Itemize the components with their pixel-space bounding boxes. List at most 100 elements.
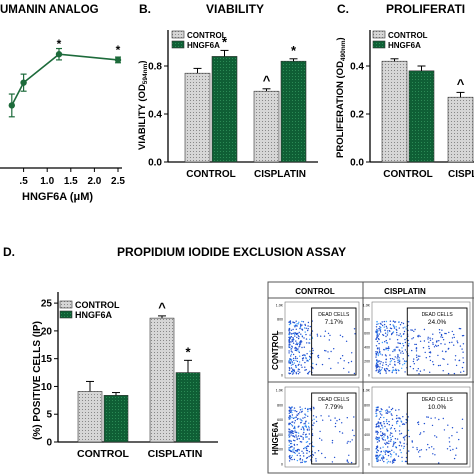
facs-event-dot xyxy=(434,454,436,456)
facs-event-dot xyxy=(288,328,291,330)
facs-event-dot xyxy=(312,415,315,417)
facs-event-dot xyxy=(435,436,438,438)
facs-event-dot xyxy=(447,363,449,365)
facs-event-dot xyxy=(389,450,391,453)
facs-y-tick-label: 1.0K xyxy=(276,389,284,393)
facs-event-dot xyxy=(383,348,385,351)
facs-event-dot xyxy=(383,323,386,326)
facs-event-dot xyxy=(391,432,393,435)
facs-event-dot xyxy=(290,370,293,373)
facs-y-tick-label: 600 xyxy=(277,332,283,336)
facs-event-dot xyxy=(347,440,349,443)
facs-event-dot xyxy=(375,415,377,418)
panel-a-data-point xyxy=(8,102,15,109)
facs-plot-frame xyxy=(284,301,360,379)
facs-event-dot xyxy=(417,368,419,370)
facs-event-dot xyxy=(324,349,326,352)
facs-event-dot xyxy=(419,335,421,338)
facs-event-dot xyxy=(398,357,400,359)
facs-event-dot xyxy=(462,361,465,364)
facs-event-dot xyxy=(386,462,388,464)
facs-event-dot xyxy=(302,437,304,439)
facs-event-dot xyxy=(390,454,393,456)
facs-event-dot xyxy=(296,436,298,438)
facs-event-dot xyxy=(411,338,413,340)
facs-event-dot xyxy=(404,349,407,351)
facs-event-dot xyxy=(402,358,404,360)
facs-event-dot xyxy=(288,422,290,425)
facs-event-dot xyxy=(378,342,380,345)
facs-event-dot xyxy=(290,350,292,352)
facs-event-dot xyxy=(300,419,302,421)
facs-event-dot xyxy=(308,342,310,344)
facs-event-dot xyxy=(289,341,291,343)
facs-event-dot xyxy=(443,358,445,361)
facs-event-dot xyxy=(294,357,297,359)
facs-event-dot xyxy=(299,457,302,460)
facs-event-dot xyxy=(379,353,382,355)
facs-event-dot xyxy=(390,408,393,411)
facs-event-dot xyxy=(419,456,421,458)
facs-event-dot xyxy=(304,434,307,436)
facs-event-dot xyxy=(403,439,406,441)
facs-event-dot xyxy=(377,337,380,340)
facs-event-dot xyxy=(288,412,290,414)
facs-event-dot xyxy=(408,343,410,345)
facs-event-dot xyxy=(292,432,294,435)
facs-event-dot xyxy=(392,350,394,353)
facs-event-dot xyxy=(288,352,290,354)
facs-event-dot xyxy=(341,336,344,338)
facs-event-dot xyxy=(451,337,454,339)
facs-event-dot xyxy=(404,338,406,341)
facs-event-dot xyxy=(434,344,437,346)
facs-event-dot xyxy=(289,414,291,417)
facs-event-dot xyxy=(385,348,387,351)
facs-event-dot xyxy=(390,360,393,362)
facs-event-dot xyxy=(416,448,418,451)
facs-event-dot xyxy=(405,422,407,424)
facs-event-dot xyxy=(375,436,378,438)
facs-dead-cell-gate xyxy=(311,392,357,465)
facs-event-dot xyxy=(316,333,318,335)
facs-event-dot xyxy=(379,372,381,375)
facs-event-dot xyxy=(386,419,388,421)
facs-gate-label: DEAD CELLS xyxy=(422,397,454,403)
facs-event-dot xyxy=(402,345,405,347)
facs-event-dot xyxy=(378,439,380,442)
facs-event-dot xyxy=(394,361,396,363)
facs-event-dot xyxy=(290,424,293,426)
facs-event-dot xyxy=(296,414,299,416)
facs-event-dot xyxy=(289,411,292,414)
panel-c-bar-control xyxy=(381,60,408,163)
facs-event-dot xyxy=(294,431,296,433)
facs-event-dot xyxy=(416,370,418,372)
facs-y-tick-label: 1.0K xyxy=(363,304,371,308)
facs-event-dot xyxy=(341,355,344,357)
facs-event-dot xyxy=(375,438,378,441)
facs-event-dot xyxy=(419,340,422,342)
panel-d-category-label: CISPLATIN xyxy=(148,448,203,460)
facs-event-dot xyxy=(396,334,398,336)
panel-a-x-tick-label: .5 xyxy=(19,176,28,187)
panel-c-legend-label-control: CONTROL xyxy=(388,31,428,40)
facs-event-dot xyxy=(312,349,314,352)
facs-event-dot xyxy=(305,460,307,463)
facs-event-dot xyxy=(302,359,304,361)
facs-event-dot xyxy=(384,332,387,334)
facs-event-dot xyxy=(297,342,299,345)
facs-event-dot xyxy=(309,350,311,352)
facs-event-dot xyxy=(381,437,383,439)
facs-event-dot xyxy=(291,373,294,375)
facs-event-dot xyxy=(386,327,388,329)
facs-event-dot xyxy=(334,422,337,425)
facs-event-dot xyxy=(296,444,298,446)
facs-event-dot xyxy=(381,457,383,459)
facs-event-dot xyxy=(295,373,298,375)
panel-d-legend-swatch-hngf6a xyxy=(59,310,73,319)
facs-event-dot xyxy=(422,347,425,349)
facs-event-dot xyxy=(294,347,296,349)
facs-event-dot xyxy=(322,419,324,421)
facs-event-dot xyxy=(305,338,308,340)
